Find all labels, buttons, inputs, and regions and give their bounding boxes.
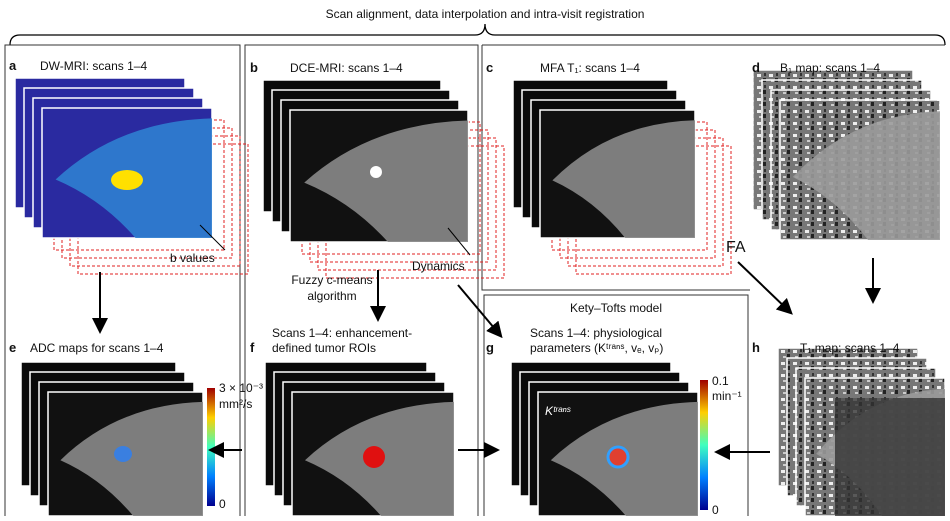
label: min⁻¹ xyxy=(712,389,742,403)
panel-letter: b xyxy=(250,60,258,75)
label: mm²/s xyxy=(219,397,252,411)
colorbar xyxy=(207,388,215,506)
ktrans-map xyxy=(608,447,628,467)
panel-label: defined tumor ROIs xyxy=(272,341,376,355)
panel-letter: a xyxy=(9,58,17,73)
panel-letter: e xyxy=(9,340,16,355)
panel-letter: g xyxy=(486,340,494,355)
image-label: Kᵗʳᵃⁿˢ xyxy=(545,404,572,418)
panel-letter: c xyxy=(486,60,493,75)
figure: Scan alignment, data interpolation and i… xyxy=(0,0,950,516)
axis-label: FA xyxy=(726,239,746,256)
arrow xyxy=(738,262,790,312)
panel-letter: f xyxy=(250,340,255,355)
image-inner xyxy=(835,398,945,516)
panel-label: DCE-MRI: scans 1–4 xyxy=(290,61,403,75)
roi-map xyxy=(114,446,132,462)
lesion xyxy=(111,170,143,190)
panel-label: parameters (Kᵗʳᵃⁿˢ, vₑ, vₚ) xyxy=(530,341,663,355)
figure-title: Scan alignment, data interpolation and i… xyxy=(326,7,645,21)
step-label: Kety–Tofts model xyxy=(570,301,662,315)
panel-label: Scans 1–4: physiological xyxy=(530,326,662,340)
step-label: Fuzzy c-means xyxy=(291,273,372,287)
brace xyxy=(10,24,945,45)
panel-label: ADC maps for scans 1–4 xyxy=(30,341,164,355)
label: 0 xyxy=(712,503,719,516)
step-label: algorithm xyxy=(307,289,356,303)
label: 0.1 xyxy=(712,374,729,388)
panel-label: T₁ map: scans 1–4 xyxy=(800,341,900,355)
roi xyxy=(363,446,385,468)
label: 0 xyxy=(219,497,226,511)
panel-label: MFA T₁: scans 1–4 xyxy=(540,61,640,75)
panel-label: Scans 1–4: enhancement- xyxy=(272,326,412,340)
lesion xyxy=(370,166,382,178)
panel-label: DW-MRI: scans 1–4 xyxy=(40,59,147,73)
colorbar xyxy=(700,380,708,510)
axis-label: b values xyxy=(170,251,215,265)
axis-label: Dynamics xyxy=(412,259,465,273)
arrow xyxy=(458,285,500,335)
panel-letter: d xyxy=(752,60,760,75)
panel-label: B₁ map: scans 1–4 xyxy=(780,61,880,75)
panel-letter: h xyxy=(752,340,760,355)
label: 3 × 10⁻³ xyxy=(219,381,263,395)
